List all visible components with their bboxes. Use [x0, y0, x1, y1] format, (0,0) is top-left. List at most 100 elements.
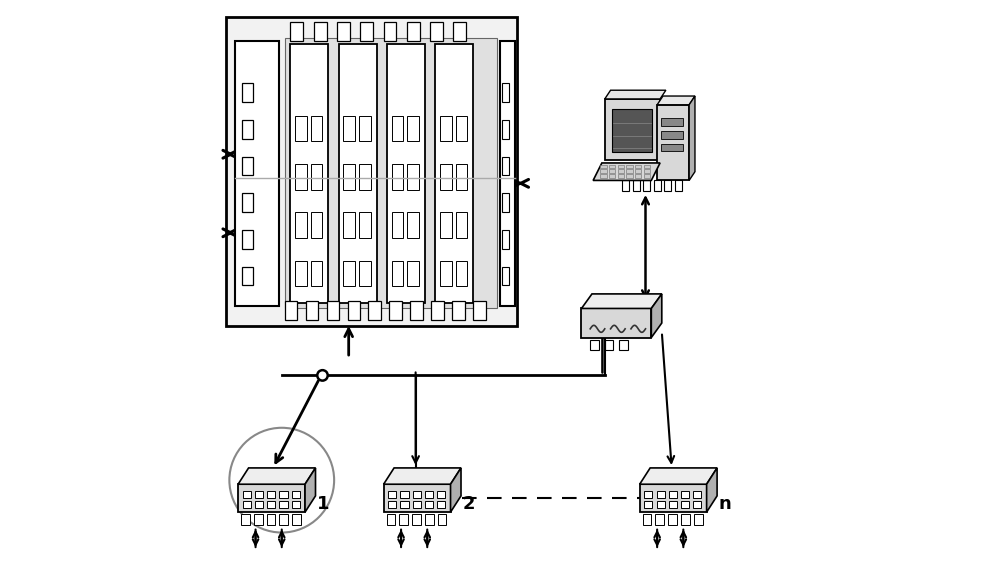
- Bar: [635, 165, 641, 168]
- Bar: [643, 180, 650, 191]
- Bar: [348, 301, 360, 320]
- Polygon shape: [640, 468, 717, 484]
- Bar: [681, 491, 689, 498]
- Bar: [657, 501, 665, 508]
- Bar: [693, 501, 701, 508]
- Bar: [311, 164, 322, 190]
- Bar: [437, 501, 445, 508]
- Bar: [399, 514, 408, 525]
- Bar: [502, 230, 509, 249]
- Polygon shape: [707, 468, 717, 512]
- Bar: [635, 169, 641, 173]
- Bar: [392, 261, 403, 286]
- Bar: [456, 164, 467, 190]
- Bar: [438, 514, 446, 525]
- Polygon shape: [305, 468, 316, 512]
- Bar: [612, 109, 652, 152]
- Bar: [440, 261, 452, 286]
- Bar: [502, 193, 509, 212]
- Bar: [343, 212, 355, 238]
- Bar: [452, 301, 465, 320]
- Bar: [241, 514, 250, 525]
- Bar: [669, 491, 677, 498]
- Bar: [243, 491, 251, 498]
- Bar: [392, 116, 403, 141]
- Bar: [359, 212, 371, 238]
- Bar: [453, 22, 466, 41]
- Bar: [644, 165, 650, 168]
- Bar: [295, 212, 307, 238]
- Bar: [254, 514, 263, 525]
- Bar: [392, 164, 403, 190]
- Bar: [359, 116, 371, 141]
- Bar: [290, 22, 303, 41]
- Bar: [412, 514, 421, 525]
- Bar: [389, 301, 402, 320]
- Polygon shape: [605, 99, 660, 160]
- Bar: [407, 116, 419, 141]
- Bar: [502, 83, 509, 102]
- Bar: [644, 174, 650, 178]
- Bar: [622, 180, 629, 191]
- Bar: [675, 180, 682, 191]
- Bar: [456, 116, 467, 141]
- Bar: [387, 44, 425, 303]
- Bar: [600, 169, 607, 173]
- Bar: [618, 174, 624, 178]
- Bar: [242, 267, 253, 285]
- Bar: [609, 165, 615, 168]
- Bar: [295, 116, 307, 141]
- Bar: [626, 169, 633, 173]
- Bar: [285, 38, 497, 308]
- Text: 2: 2: [462, 495, 475, 513]
- Bar: [609, 169, 615, 173]
- Bar: [643, 514, 651, 525]
- Bar: [343, 116, 355, 141]
- Bar: [255, 501, 263, 508]
- Bar: [279, 514, 288, 525]
- Polygon shape: [640, 484, 707, 512]
- Bar: [681, 514, 690, 525]
- Bar: [407, 164, 419, 190]
- Bar: [384, 22, 396, 41]
- Bar: [400, 501, 409, 508]
- Bar: [359, 164, 371, 190]
- Bar: [626, 165, 633, 168]
- Bar: [502, 120, 509, 139]
- Polygon shape: [689, 96, 695, 180]
- Circle shape: [317, 370, 328, 381]
- Bar: [327, 301, 339, 320]
- Bar: [311, 212, 322, 238]
- Bar: [343, 164, 355, 190]
- Bar: [407, 22, 420, 41]
- Bar: [669, 501, 677, 508]
- Text: 1: 1: [317, 495, 329, 513]
- Bar: [502, 157, 509, 175]
- Polygon shape: [451, 468, 461, 512]
- Polygon shape: [384, 484, 451, 512]
- Bar: [668, 514, 677, 525]
- Bar: [681, 501, 689, 508]
- Bar: [626, 174, 633, 178]
- Polygon shape: [238, 468, 316, 484]
- Text: n: n: [718, 495, 731, 513]
- Bar: [292, 491, 300, 498]
- Bar: [430, 22, 443, 41]
- Bar: [337, 22, 350, 41]
- Polygon shape: [657, 105, 689, 180]
- Bar: [392, 212, 403, 238]
- Bar: [267, 501, 275, 508]
- Bar: [407, 261, 419, 286]
- Bar: [387, 514, 395, 525]
- Bar: [339, 44, 377, 303]
- Bar: [413, 491, 421, 498]
- Bar: [644, 501, 652, 508]
- Polygon shape: [238, 484, 305, 512]
- Bar: [242, 83, 253, 102]
- Bar: [618, 165, 624, 168]
- Bar: [306, 301, 318, 320]
- Bar: [311, 116, 322, 141]
- Bar: [440, 164, 452, 190]
- Bar: [600, 165, 607, 168]
- Bar: [388, 501, 396, 508]
